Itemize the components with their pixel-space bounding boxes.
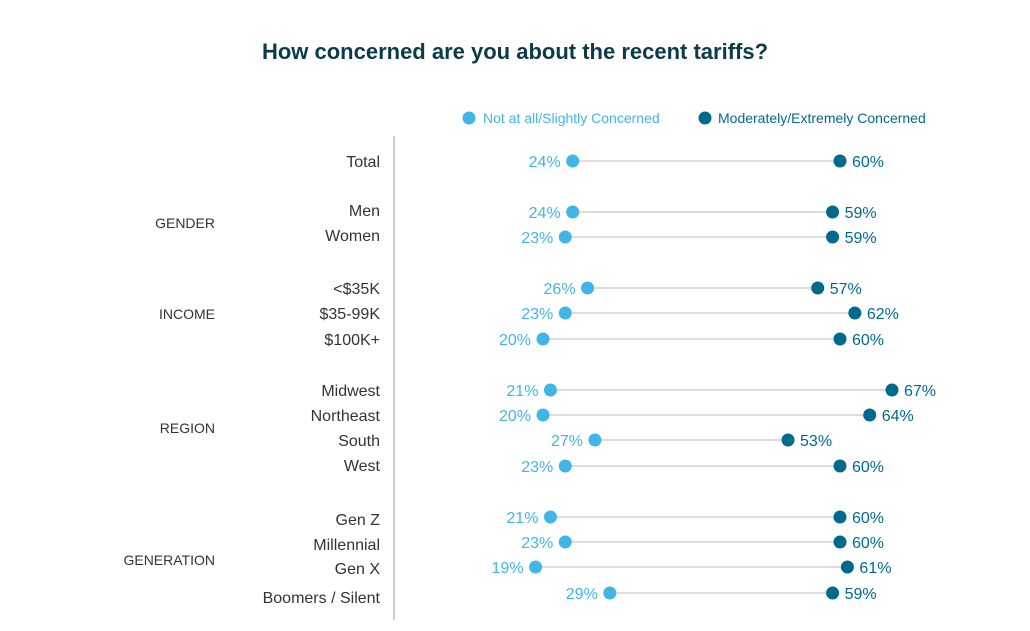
dot-high-100k [833,332,847,346]
legend-label-low: Not at all/Slightly Concerned [483,110,660,126]
legend-label-high: Moderately/Extremely Concerned [718,110,926,126]
row-gen-z: Gen Z 21% 60% [336,510,885,529]
value-low-100k: 20% [499,332,531,349]
dot-low-gen-x [529,560,543,574]
dot-high-gen-z [833,510,847,524]
row-men: Men 24% 59% [349,203,877,222]
row-gen-x: Gen X 19% 61% [335,560,892,578]
dot-high-gen-x [840,560,854,574]
row-label-midwest: Midwest [321,383,380,400]
row-south: South 27% 53% [338,433,832,450]
group-labels: GENDER INCOME REGION GENERATION [123,215,215,568]
dot-high-west [833,459,847,473]
value-high-gen-z: 60% [852,510,884,527]
value-low-women: 23% [521,230,553,247]
row-label-total: Total [346,154,380,171]
row-total: Total 24% 60% [346,154,884,171]
value-low-men: 24% [529,205,561,222]
legend-marker-low [462,111,476,125]
dot-low-35k [581,281,595,295]
dot-low-men [566,205,580,219]
dot-high-northeast [863,408,877,422]
row-label-35-99k: $35-99K [320,306,381,323]
legend: Not at all/Slightly Concerned Moderately… [462,110,926,126]
dot-low-35-99k [558,306,572,320]
dot-low-women [558,230,572,244]
row-label-northeast: Northeast [311,408,381,425]
value-low-south: 27% [551,433,583,450]
value-low-total: 24% [529,154,561,171]
value-low-35-99k: 23% [521,306,553,323]
group-label-gender: GENDER [155,215,215,231]
row-millennial: Millennial 23% 60% [313,535,884,554]
dot-high-millennial [833,535,847,549]
row-label-men: Men [349,203,380,220]
row-35-99k: $35-99K 23% 62% [320,306,899,323]
row-label-100k: $100K+ [324,332,380,349]
value-low-millennial: 23% [521,535,553,552]
dot-high-south [781,433,795,447]
value-low-northeast: 20% [499,408,531,425]
row-label-gen-z: Gen Z [336,512,381,529]
dot-high-midwest [885,383,899,397]
dot-low-millennial [558,535,572,549]
value-low-gen-x: 19% [492,560,524,577]
value-high-35-99k: 62% [867,306,899,323]
group-label-generation: GENERATION [123,552,215,568]
row-label-west: West [344,458,381,475]
value-high-total: 60% [852,154,884,171]
row-boomers-silent: Boomers / Silent 29% 59% [263,586,877,607]
value-high-boomers-silent: 59% [845,586,877,603]
value-high-millennial: 60% [852,535,884,552]
group-label-region: REGION [160,420,215,436]
dot-low-boomers-silent [603,586,617,600]
value-low-midwest: 21% [506,383,538,400]
row-women: Women 23% 59% [325,228,876,247]
row-northeast: Northeast 20% 64% [311,408,914,425]
row-100k: $100K+ 20% 60% [324,332,884,349]
dot-high-35-99k [848,306,862,320]
dot-low-south [588,433,602,447]
dot-low-100k [536,332,550,346]
value-high-100k: 60% [852,332,884,349]
chart-title: How concerned are you about the recent t… [262,39,768,64]
value-low-west: 23% [521,459,553,476]
chart-rows: Total 24% 60% Men 24% 59% Women 23% 59% <$35K 26% 5… [263,154,936,607]
dot-high-women [826,230,840,244]
row-label-south: South [338,433,380,450]
dot-low-gen-z [543,510,557,524]
row-label-gen-x: Gen X [335,561,381,578]
row-label-women: Women [325,228,380,245]
value-high-gen-x: 61% [859,560,891,577]
dot-high-men [826,205,840,219]
dot-high-boomers-silent [826,586,840,600]
dot-low-total [566,154,580,168]
dot-low-northeast [536,408,550,422]
value-low-boomers-silent: 29% [566,586,598,603]
dot-low-midwest [543,383,557,397]
value-high-northeast: 64% [882,408,914,425]
row-west: West 23% 60% [344,458,884,476]
dot-high-total [833,154,847,168]
group-label-income: INCOME [159,306,215,322]
row-label-boomers-silent: Boomers / Silent [263,590,381,607]
value-high-men: 59% [845,205,877,222]
row-35k: <$35K 26% 57% [333,281,861,298]
legend-marker-high [698,111,712,125]
row-label-35k: <$35K [333,281,380,298]
value-high-midwest: 67% [904,383,936,400]
value-high-south: 53% [800,433,832,450]
dot-low-west [558,459,572,473]
value-high-35k: 57% [830,281,862,298]
dot-high-35k [811,281,825,295]
value-low-gen-z: 21% [506,510,538,527]
value-low-35k: 26% [544,281,576,298]
value-high-women: 59% [845,230,877,247]
value-high-west: 60% [852,459,884,476]
row-label-millennial: Millennial [313,537,380,554]
row-midwest: Midwest 21% 67% [321,383,936,400]
